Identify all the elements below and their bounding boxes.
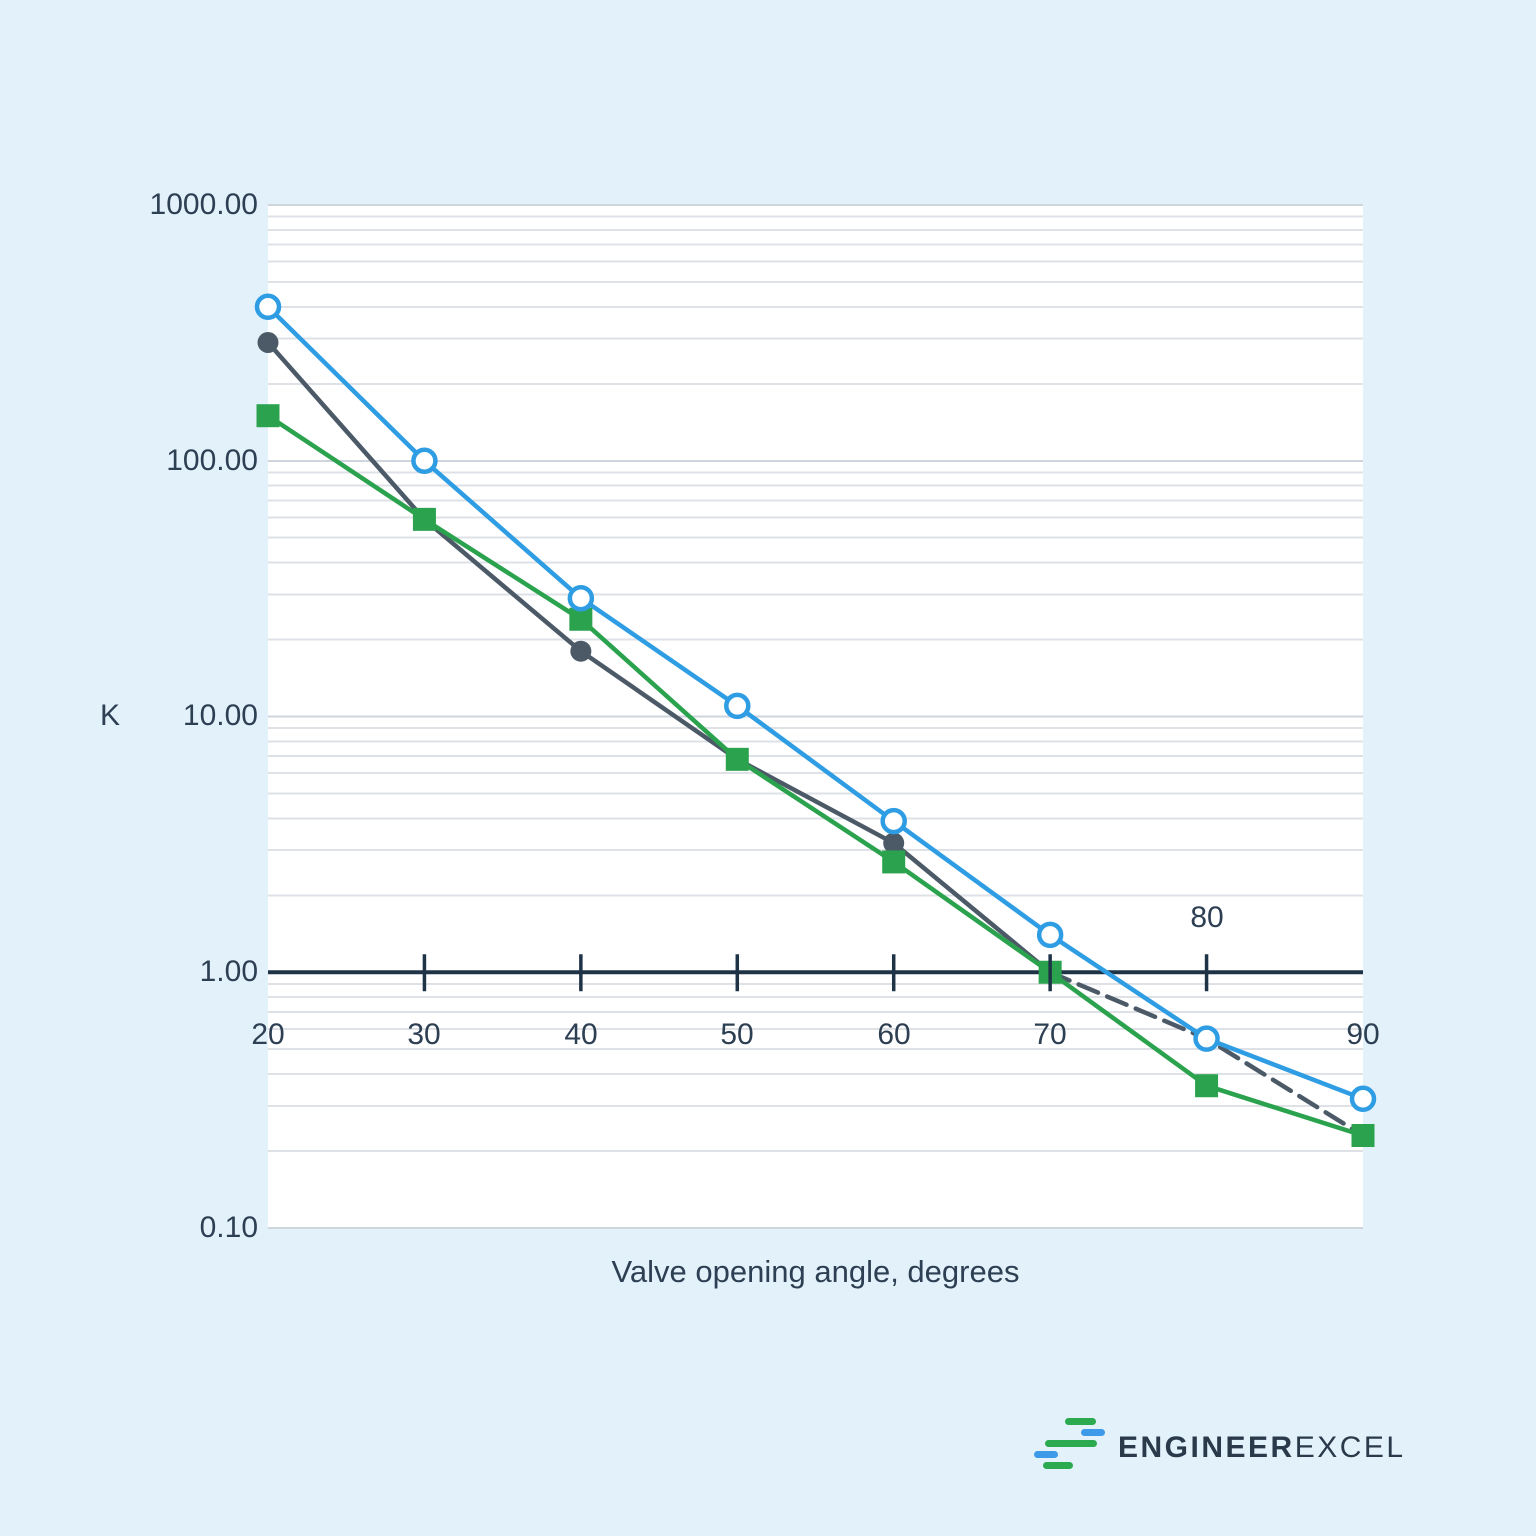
filled-square-marker bbox=[256, 404, 280, 428]
open-circle-marker bbox=[254, 293, 282, 321]
x-axis-tick-label: 70 bbox=[1033, 1018, 1067, 1051]
y-axis-title: K bbox=[99, 699, 120, 732]
open-circle-marker bbox=[880, 807, 907, 835]
open-circle-marker bbox=[1349, 1085, 1377, 1113]
y-axis-tick-label: 1000.00 bbox=[149, 188, 258, 221]
logo-bar-icon bbox=[1045, 1440, 1097, 1447]
filled-circle-marker bbox=[570, 640, 592, 662]
filled-circle-marker bbox=[883, 832, 905, 854]
engineerexcel-logo: ENGINEEREXCEL bbox=[1030, 1410, 1450, 1474]
x-axis-tick-label: 50 bbox=[720, 1018, 754, 1051]
filled-square-marker bbox=[882, 850, 906, 874]
y-axis-tick-label: 100.00 bbox=[166, 444, 258, 477]
logo-text-engineer: ENGINEER bbox=[1118, 1431, 1295, 1464]
filled-square-marker bbox=[1351, 1123, 1375, 1147]
logo-wordmark: ENGINEEREXCEL bbox=[1118, 1431, 1406, 1465]
x-axis-ticks bbox=[422, 954, 1209, 992]
x-axis-title: Valve opening angle, degrees bbox=[611, 1254, 1020, 1289]
logo-bar-icon bbox=[1081, 1429, 1105, 1436]
filled-square-marker bbox=[412, 507, 436, 531]
filled-square-marker bbox=[725, 747, 749, 771]
y-axis-tick-label: 1.00 bbox=[199, 955, 258, 988]
open-circle-marker bbox=[724, 692, 751, 720]
green-filled-square-series-markers bbox=[256, 404, 1375, 1147]
open-circle-marker bbox=[1036, 921, 1064, 949]
logo-bar-icon bbox=[1065, 1418, 1096, 1425]
blue-open-circle-series-markers bbox=[254, 293, 1377, 1113]
logo-bar-icon bbox=[1034, 1451, 1058, 1458]
x-axis-tick-label: 20 bbox=[251, 1018, 285, 1051]
filled-square-marker bbox=[569, 607, 593, 631]
x-axis-tick-label: 40 bbox=[564, 1018, 598, 1051]
blue-open-circle-series-line bbox=[265, 304, 1366, 1102]
filled-circle-marker bbox=[257, 331, 279, 353]
filled-square-marker bbox=[1195, 1074, 1219, 1098]
green-filled-square-series-line bbox=[265, 413, 1366, 1138]
y-axis-tick-label: 0.10 bbox=[199, 1211, 258, 1244]
open-circle-marker bbox=[567, 584, 595, 612]
x-axis-tick-label: 90 bbox=[1346, 1018, 1380, 1051]
open-circle-marker bbox=[1193, 1025, 1220, 1052]
logo-text-excel: EXCEL bbox=[1294, 1431, 1406, 1464]
y-axis-tick-label: 10.00 bbox=[182, 699, 258, 732]
x-axis-tick-label: 30 bbox=[407, 1018, 441, 1051]
x-axis-tick-label: 60 bbox=[877, 1018, 911, 1051]
logo-bar-icon bbox=[1043, 1462, 1073, 1469]
open-circle-marker bbox=[411, 447, 438, 474]
dark-filled-circle-series-line bbox=[265, 340, 1053, 975]
x-axis-tick-label: 80 bbox=[1190, 901, 1224, 934]
